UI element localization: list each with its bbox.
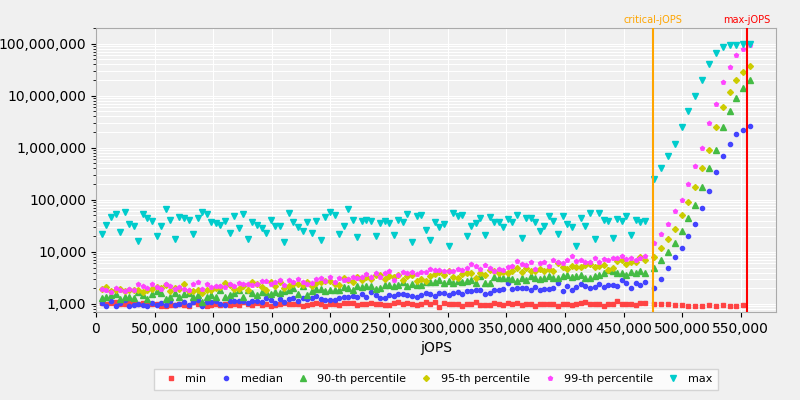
99-th percentile bbox=[630, 257, 640, 262]
90-th percentile bbox=[630, 270, 640, 275]
95-th percentile bbox=[426, 274, 435, 279]
min bbox=[630, 303, 640, 308]
Line: 99-th percentile: 99-th percentile bbox=[100, 43, 752, 294]
99-th percentile bbox=[539, 259, 549, 264]
min bbox=[97, 301, 106, 306]
95-th percentile bbox=[448, 275, 458, 280]
max bbox=[539, 224, 549, 229]
Text: critical-jOPS: critical-jOPS bbox=[623, 15, 682, 25]
90-th percentile bbox=[198, 300, 207, 304]
99-th percentile bbox=[243, 282, 253, 286]
max bbox=[238, 211, 248, 216]
median bbox=[539, 286, 549, 291]
99-th percentile bbox=[426, 266, 435, 271]
median bbox=[142, 304, 152, 309]
Line: 95-th percentile: 95-th percentile bbox=[100, 64, 752, 296]
max bbox=[97, 231, 106, 236]
Line: median: median bbox=[100, 124, 752, 308]
90-th percentile bbox=[448, 281, 458, 286]
Legend: min, median, 90-th percentile, 95-th percentile, 99-th percentile, max: min, median, 90-th percentile, 95-th per… bbox=[154, 369, 718, 390]
99-th percentile bbox=[448, 268, 458, 273]
max bbox=[746, 42, 755, 46]
Line: min: min bbox=[100, 299, 752, 348]
max bbox=[630, 218, 640, 222]
95-th percentile bbox=[198, 291, 207, 296]
min bbox=[535, 301, 545, 306]
min bbox=[238, 300, 248, 304]
min bbox=[613, 299, 622, 304]
median bbox=[243, 300, 253, 305]
Line: 90-th percentile: 90-th percentile bbox=[99, 77, 753, 305]
X-axis label: jOPS: jOPS bbox=[420, 341, 452, 355]
90-th percentile bbox=[97, 296, 106, 300]
median bbox=[690, 221, 700, 226]
min bbox=[444, 302, 454, 306]
95-th percentile bbox=[690, 184, 700, 189]
99-th percentile bbox=[746, 42, 755, 47]
95-th percentile bbox=[243, 287, 253, 292]
Text: max-jOPS: max-jOPS bbox=[723, 15, 770, 25]
95-th percentile bbox=[539, 268, 549, 273]
min bbox=[746, 343, 755, 348]
90-th percentile bbox=[243, 288, 253, 293]
99-th percentile bbox=[97, 286, 106, 291]
median bbox=[746, 124, 755, 128]
median bbox=[426, 291, 435, 296]
min bbox=[690, 304, 700, 309]
max bbox=[448, 210, 458, 215]
99-th percentile bbox=[690, 164, 700, 168]
Line: max: max bbox=[99, 41, 753, 249]
90-th percentile bbox=[746, 78, 755, 82]
99-th percentile bbox=[106, 290, 116, 294]
90-th percentile bbox=[690, 202, 700, 207]
95-th percentile bbox=[746, 63, 755, 68]
max bbox=[421, 228, 430, 232]
median bbox=[448, 290, 458, 295]
median bbox=[630, 281, 640, 286]
min bbox=[421, 300, 430, 304]
max bbox=[690, 93, 700, 98]
90-th percentile bbox=[426, 280, 435, 284]
95-th percentile bbox=[97, 287, 106, 292]
max bbox=[444, 244, 454, 248]
median bbox=[97, 300, 106, 305]
90-th percentile bbox=[539, 276, 549, 280]
95-th percentile bbox=[630, 260, 640, 264]
